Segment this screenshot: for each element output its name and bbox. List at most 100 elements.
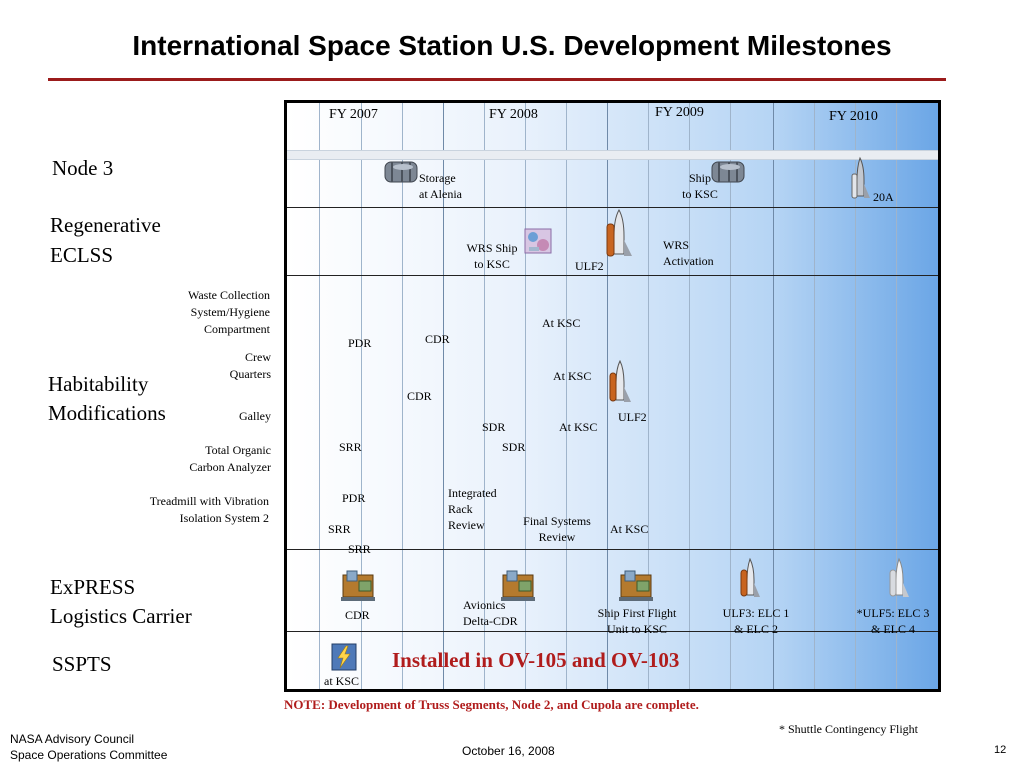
shuttle-icon: [849, 156, 871, 211]
row-label-express-2: Logistics Carrier: [50, 604, 192, 628]
event-wrs-ship-line2: to KSC: [474, 257, 510, 271]
event-elc-av-line2: Delta-CDR: [463, 614, 518, 628]
event-waste-atksc: At KSC: [542, 316, 581, 330]
row-label-express-1: ExPRESS: [50, 575, 136, 599]
row-label-hab-2: Modifications: [48, 401, 166, 425]
sub-label-galley: Galley: [239, 409, 271, 423]
event-wrs-activation: WRS Activation: [663, 237, 714, 269]
shuttle-icon: [888, 557, 910, 610]
grid-line: [402, 103, 403, 689]
shuttle-icon: [739, 557, 761, 610]
grid-line: [648, 103, 649, 689]
row-label-hab-1: Habitability: [48, 372, 149, 396]
fy-label-2009: FY 2009: [655, 105, 704, 120]
sub-label-waste-2: System/Hygiene: [190, 305, 270, 319]
sub-label-crew: Crew Quarters: [170, 349, 271, 383]
grid-line: [566, 103, 567, 689]
footer-org-line2: Space Operations Committee: [10, 748, 168, 762]
sub-label-treadmill: Treadmill with Vibration Isolation Syste…: [100, 493, 269, 527]
event-tm-irr-line2: Rack: [448, 502, 473, 516]
row-label-regen-1: Regenerative: [50, 213, 161, 237]
sub-label-toc: Total Organic Carbon Analyzer: [150, 442, 271, 476]
sub-label-toc-1: Total Organic: [205, 443, 271, 457]
event-storage: Storage at Alenia: [419, 170, 462, 202]
event-elc-ulf3-line2: & ELC 2: [734, 622, 778, 636]
row-divider: [287, 207, 938, 208]
event-tm-srr2: SRR: [348, 542, 371, 556]
event-ship-ksc: Ship to KSC: [677, 170, 723, 202]
grid-line: [855, 103, 856, 689]
footer-date: October 16, 2008: [462, 744, 555, 758]
grid-line: [525, 103, 526, 689]
page-title: International Space Station U.S. Develop…: [132, 30, 892, 61]
event-elc-ship-line1: Ship First Flight: [597, 606, 677, 620]
event-tm-irr-line1: Integrated: [448, 486, 497, 500]
event-wrs-act-line2: Activation: [663, 254, 714, 268]
shuttle-icon: [605, 208, 633, 271]
pallet-icon: [339, 567, 379, 610]
event-elc-ulf5: *ULF5: ELC 3 & ELC 4: [847, 605, 938, 637]
row-label-sspts: SSPTS: [52, 652, 112, 676]
row-divider: [287, 549, 938, 550]
grid-line: [319, 103, 320, 689]
fy-label-2007: FY 2007: [329, 107, 378, 122]
event-crew-cdr: CDR: [407, 389, 432, 403]
event-ship-line2: to KSC: [682, 187, 718, 201]
sub-label-waste-1: Waste Collection: [187, 288, 270, 302]
grid-line: [484, 103, 485, 689]
event-elc-avionics: Avionics Delta-CDR: [463, 597, 518, 629]
footer-org: NASA Advisory Council Space Operations C…: [10, 731, 167, 763]
row-divider: [287, 631, 938, 632]
event-crew-atksc: At KSC: [553, 369, 592, 383]
event-storage-line2: at Alenia: [419, 187, 462, 201]
event-hab-ulf2: ULF2: [618, 410, 647, 424]
event-20a: 20A: [873, 190, 894, 204]
fy-divider: [607, 103, 608, 689]
note-text: NOTE: Development of Truss Segments, Nod…: [284, 697, 699, 712]
event-tm-srr1: SRR: [328, 522, 351, 536]
event-ship-line1: Ship: [688, 171, 711, 185]
event-elc-cdr: CDR: [345, 608, 370, 622]
sub-label-toc-2: Carbon Analyzer: [189, 460, 271, 474]
page-number: 12: [994, 744, 1007, 756]
fy-divider: [443, 103, 444, 689]
event-sspts-ksc: at KSC: [324, 674, 360, 688]
sub-label-treadmill-1: Treadmill with Vibration: [149, 494, 269, 508]
installed-text: Installed in OV-105 and OV-103: [392, 648, 680, 672]
footnote: * Shuttle Contingency Flight: [779, 722, 919, 736]
event-regen-ulf2: ULF2: [575, 259, 604, 273]
grid-line: [730, 103, 731, 689]
event-toc-sdr: SDR: [502, 440, 526, 454]
fy-divider: [773, 103, 774, 689]
event-elc-ulf3: ULF3: ELC 1 & ELC 2: [713, 605, 799, 637]
event-tm-fsr-line1: Final Systems: [523, 514, 591, 528]
title-rule: [48, 78, 946, 81]
grid-line: [814, 103, 815, 689]
event-tm-atksc: At KSC: [610, 522, 649, 536]
footer-org-line1: NASA Advisory Council: [10, 732, 135, 746]
event-tm-fsr-line2: Review: [538, 530, 576, 544]
module-icon: [710, 159, 746, 190]
event-elc-ship: Ship First Flight Unit to KSC: [585, 605, 689, 637]
row-label-regen-2: ECLSS: [50, 243, 114, 267]
event-tm-pdr: PDR: [342, 491, 366, 505]
pallet-icon: [499, 567, 539, 610]
event-wrs-ship: WRS Ship to KSC: [457, 240, 527, 272]
event-tm-irr-line3: Review: [448, 518, 485, 532]
event-elc-ulf3-line1: ULF3: ELC 1: [722, 606, 790, 620]
event-elc-ulf5-line1: *ULF5: ELC 3: [856, 606, 930, 620]
event-elc-av-line1: Avionics: [463, 598, 506, 612]
grid-line: [689, 103, 690, 689]
row-label-node3: Node 3: [52, 156, 114, 180]
sub-label-crew-1: Crew: [245, 350, 271, 364]
sub-label-crew-2: Quarters: [229, 367, 271, 381]
event-wrs-ship-line1: WRS Ship: [466, 241, 518, 255]
event-wrs-act-line1: WRS: [663, 238, 690, 252]
event-elc-ship-line2: Unit to KSC: [606, 622, 667, 636]
grid-line: [361, 103, 362, 689]
sub-label-waste: Waste Collection System/Hygiene Compartm…: [150, 287, 270, 338]
shuttle-icon: [608, 359, 632, 416]
row-divider: [287, 275, 938, 276]
event-tm-irr: Integrated Rack Review: [448, 485, 497, 533]
timeline-grid: FY 2007 FY 2008 FY 2009 FY 2010 Storage …: [284, 100, 941, 692]
